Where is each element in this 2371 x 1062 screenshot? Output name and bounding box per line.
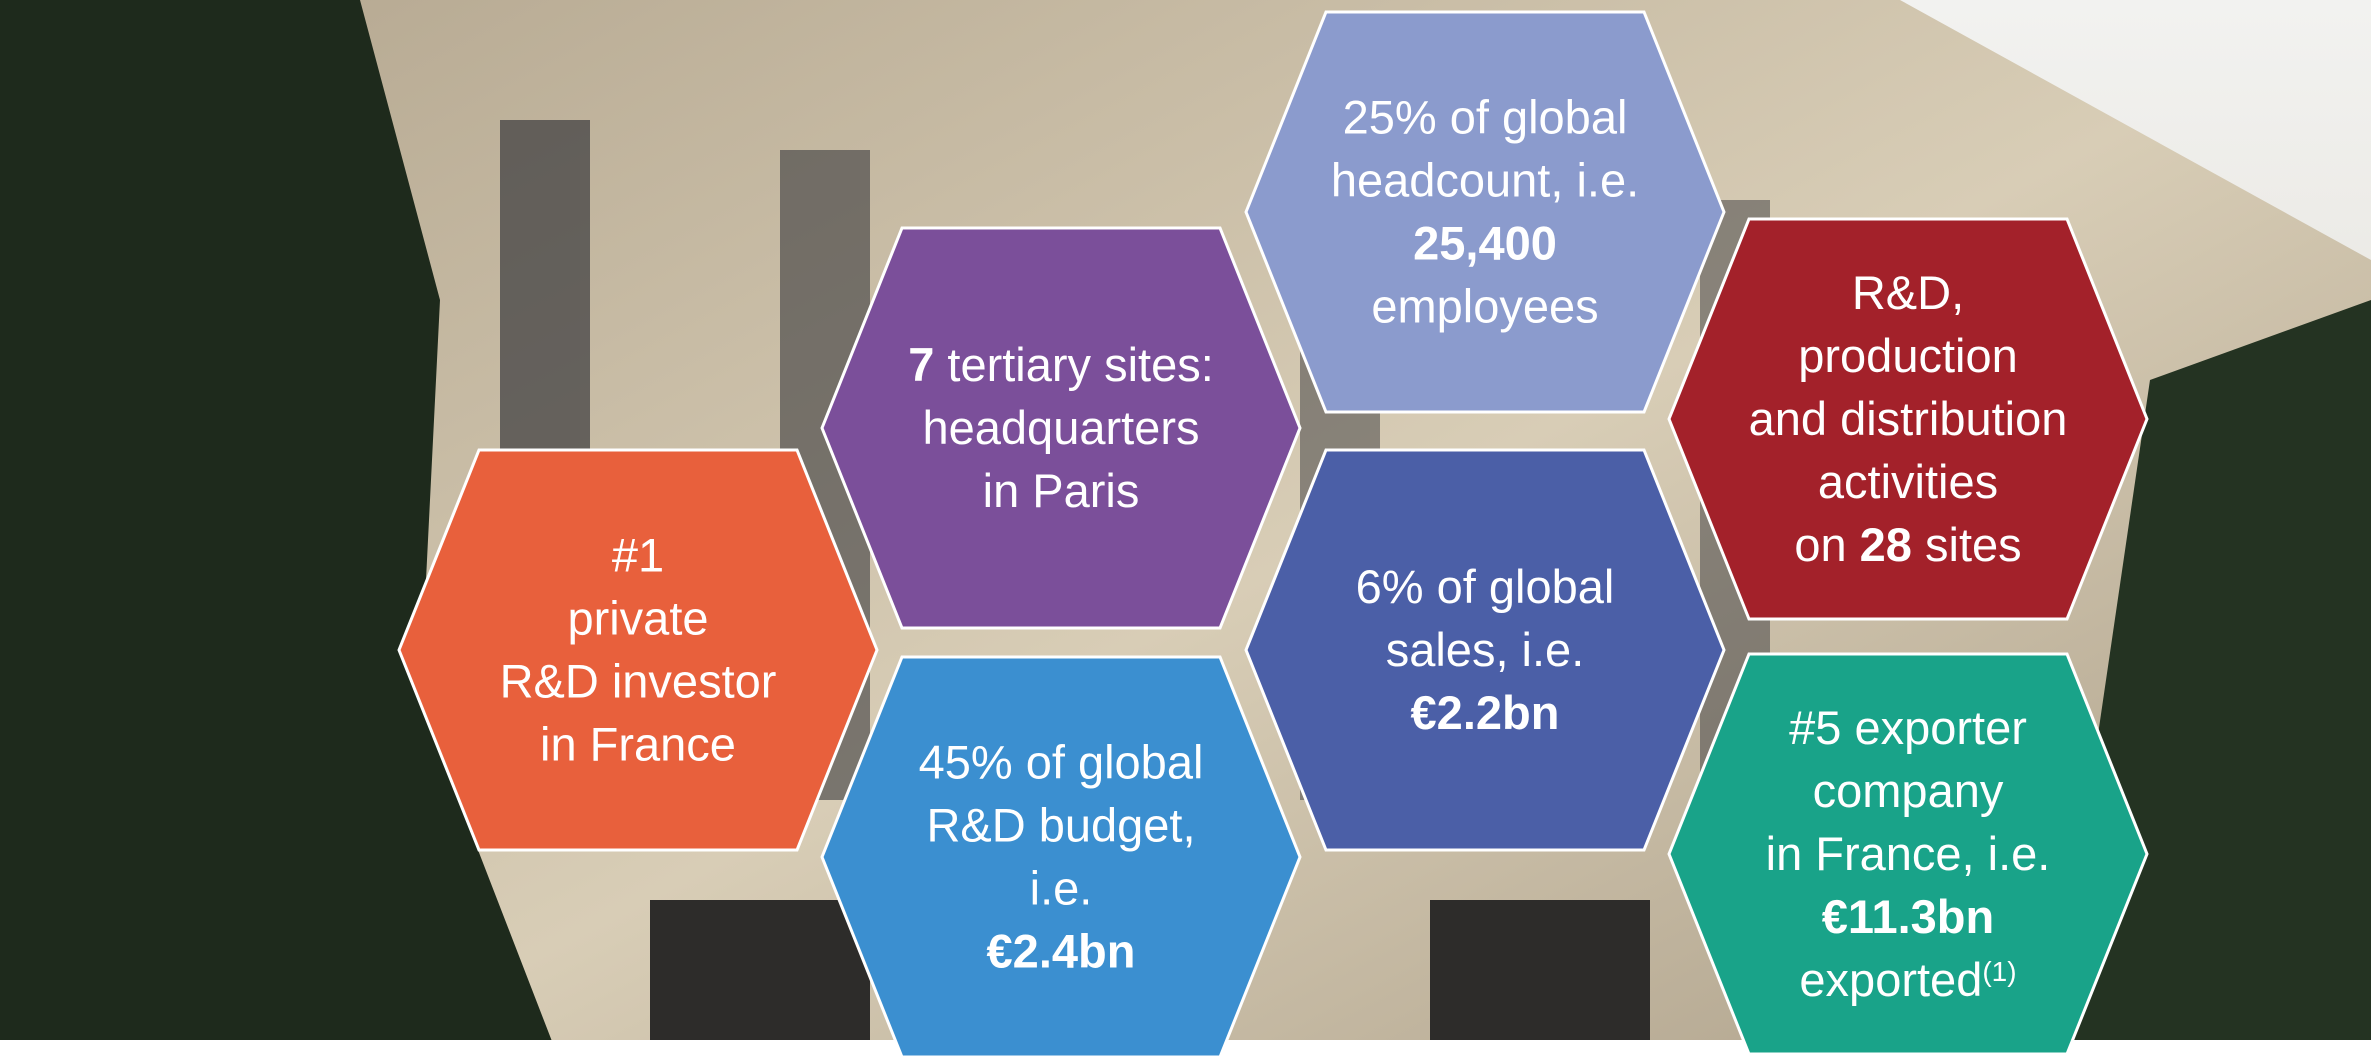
hexagon: #5 exporter company in France, i.e. €11.3bn… bbox=[1669, 654, 2147, 1054]
text: i.e. bbox=[1030, 862, 1093, 915]
page: #1 private R&D investor in France 7 tertiary… bbox=[0, 0, 2371, 1062]
hexagon-text-line: in France, i.e. bbox=[1766, 827, 2051, 880]
text: and distribution bbox=[1749, 392, 2068, 445]
hexagon-text-line: 6% of global bbox=[1356, 560, 1615, 613]
text: exported bbox=[1799, 953, 1982, 1006]
hexagon-text-line: in France bbox=[540, 718, 736, 771]
bold-text: €2.2bn bbox=[1411, 686, 1560, 739]
text: in Paris bbox=[983, 464, 1140, 517]
text: activities bbox=[1818, 455, 1998, 508]
bold-text: 25,400 bbox=[1413, 217, 1557, 270]
bold-text: 7 bbox=[908, 338, 934, 391]
text: company bbox=[1813, 764, 2004, 817]
hexagon-text-line: on 28 sites bbox=[1794, 518, 2021, 571]
hexagon-text-line: company bbox=[1813, 764, 2004, 817]
hexagon-text-line: 7 tertiary sites: bbox=[908, 338, 1214, 391]
hexagon-text-line: R&D investor bbox=[500, 655, 777, 708]
hexagon-text-line: €2.2bn bbox=[1411, 686, 1560, 739]
hexagon-text-line: 25% of global bbox=[1343, 91, 1628, 144]
hexagon-text-line: private bbox=[567, 592, 708, 645]
hexagon-text-line: 25,400 bbox=[1413, 217, 1557, 270]
text: sales, i.e. bbox=[1386, 623, 1585, 676]
hexagon-text-line: i.e. bbox=[1030, 862, 1093, 915]
text: #1 bbox=[612, 529, 664, 582]
hexagon-text-line: €11.3bn bbox=[1822, 890, 1994, 943]
hexagon: R&D, production and distribution activities… bbox=[1669, 219, 2147, 619]
hexagon: 45% of global R&D budget, i.e. €2.4bn bbox=[822, 657, 1300, 1057]
text: R&D budget, bbox=[926, 799, 1195, 852]
text: R&D investor bbox=[500, 655, 777, 708]
hexagon: 25% of global headcount, i.e. 25,400 employ… bbox=[1246, 12, 1724, 412]
text: production bbox=[1798, 329, 2018, 382]
hexagon-shape bbox=[399, 450, 877, 850]
text: #5 exporter bbox=[1789, 701, 2027, 754]
text: 45% of global bbox=[919, 736, 1204, 789]
hexagon-shape bbox=[822, 657, 1300, 1057]
text: 6% of global bbox=[1356, 560, 1615, 613]
text: on bbox=[1794, 518, 1859, 571]
infographic: #1 private R&D investor in France 7 tertiary… bbox=[0, 0, 2371, 1062]
hexagon-text-line: headquarters bbox=[923, 401, 1200, 454]
hexagon-shape bbox=[1246, 12, 1724, 412]
hexagon-text-line: 45% of global bbox=[919, 736, 1204, 789]
hexagon-text-line: activities bbox=[1818, 455, 1998, 508]
hexagon-text-line: in Paris bbox=[983, 464, 1140, 517]
hexagon-text-line: headcount, i.e. bbox=[1331, 154, 1639, 207]
hexagon: 7 tertiary sites: headquarters in Paris bbox=[822, 228, 1300, 628]
hexagon-text-line: €2.4bn bbox=[987, 925, 1136, 978]
bold-text: €11.3bn bbox=[1822, 890, 1994, 943]
text: headquarters bbox=[923, 401, 1200, 454]
text: sites bbox=[1912, 518, 2022, 571]
text: tertiary sites: bbox=[934, 338, 1213, 391]
hexagon-text-line: production bbox=[1798, 329, 2018, 382]
hexagon-text-line: sales, i.e. bbox=[1386, 623, 1585, 676]
hexagon-text-line: R&D, bbox=[1852, 266, 1964, 319]
hexagon-text-line: and distribution bbox=[1749, 392, 2068, 445]
text: in France bbox=[540, 718, 736, 771]
bold-text: 28 bbox=[1860, 518, 1912, 571]
text: employees bbox=[1371, 280, 1598, 333]
hexagon-text-line: #5 exporter bbox=[1789, 701, 2027, 754]
text: 25% of global bbox=[1343, 91, 1628, 144]
text: in France, i.e. bbox=[1766, 827, 2051, 880]
hexagon: #1 private R&D investor in France bbox=[399, 450, 877, 850]
text: (1) bbox=[1982, 956, 2016, 987]
hexagon-text-line: employees bbox=[1371, 280, 1598, 333]
hexagon-text-line: R&D budget, bbox=[926, 799, 1195, 852]
hexagon-text-line: #1 bbox=[612, 529, 664, 582]
text: private bbox=[567, 592, 708, 645]
text: headcount, i.e. bbox=[1331, 154, 1639, 207]
hexagon: 6% of global sales, i.e. €2.2bn bbox=[1246, 450, 1724, 850]
text: R&D, bbox=[1852, 266, 1964, 319]
bold-text: €2.4bn bbox=[987, 925, 1136, 978]
